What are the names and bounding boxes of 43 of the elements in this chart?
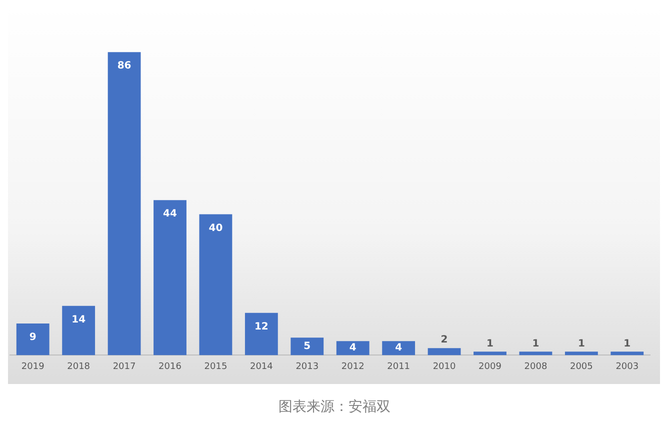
data-label: 12 [254, 322, 268, 332]
data-label: 44 [163, 208, 177, 220]
bar [336, 341, 370, 356]
x-tick-label: 2005 [570, 362, 593, 372]
data-label: 1 [532, 338, 540, 350]
text: 图表来源：安福双 [278, 398, 392, 416]
bar [382, 341, 416, 356]
x-tick-label: 2017 [112, 362, 136, 372]
data-label: 1 [624, 338, 631, 350]
data-label: 9 [29, 332, 36, 344]
data-label: 1 [578, 338, 585, 350]
x-tick-label: 2019 [21, 362, 45, 372]
bar [428, 348, 461, 356]
x-tick-label: 2012 [341, 362, 364, 372]
bar [16, 323, 50, 356]
bar [154, 200, 186, 356]
data-label: 4 [395, 342, 402, 354]
bar [610, 352, 644, 356]
data-label: 1 [486, 338, 494, 350]
data-label: 14 [72, 314, 86, 326]
data-label: 86 [117, 60, 132, 72]
x-tick-label: 2016 [158, 362, 182, 372]
x-tick-label: 2011 [387, 362, 410, 372]
x-tick-label: 2015 [204, 362, 228, 372]
x-tick-label: 2003 [616, 362, 639, 372]
bar [62, 306, 96, 356]
x-tick-label: 2014 [250, 362, 274, 372]
data-label: 4 [349, 342, 356, 354]
bar [474, 352, 506, 356]
x-tick-label: 2009 [478, 362, 502, 372]
bar [108, 52, 141, 356]
data-label: 2 [440, 334, 448, 346]
data-label: 5 [304, 340, 311, 352]
bar [519, 352, 552, 356]
x-tick-label: 2010 [432, 362, 456, 372]
x-tick-label: 2008 [524, 362, 548, 372]
bar [564, 352, 598, 356]
bar [290, 338, 324, 356]
x-tick-label: 2013 [296, 362, 319, 372]
data-label: 40 [208, 222, 223, 234]
bar [244, 312, 278, 356]
bar [199, 214, 232, 356]
x-tick-label: 2018 [67, 362, 90, 372]
